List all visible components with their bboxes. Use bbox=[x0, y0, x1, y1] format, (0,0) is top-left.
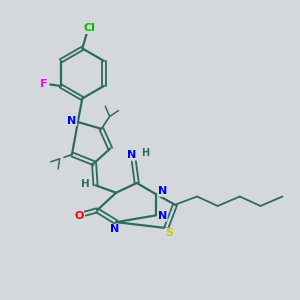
Text: N: N bbox=[110, 224, 119, 235]
Text: N: N bbox=[127, 150, 136, 160]
Text: Cl: Cl bbox=[84, 23, 96, 33]
Text: N: N bbox=[158, 211, 167, 221]
Text: N: N bbox=[158, 186, 167, 196]
Text: H: H bbox=[141, 148, 149, 158]
Text: O: O bbox=[74, 211, 83, 221]
Text: S: S bbox=[165, 228, 173, 238]
Text: H: H bbox=[81, 179, 90, 189]
Text: F: F bbox=[40, 80, 48, 89]
Text: N: N bbox=[67, 116, 76, 126]
